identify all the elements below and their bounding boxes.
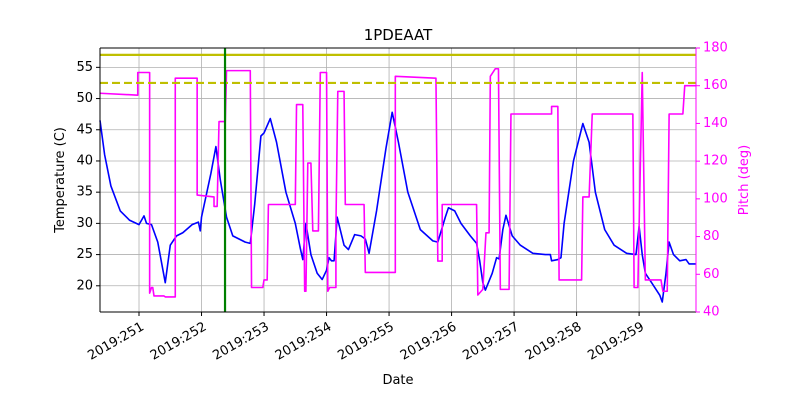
y-tick-label: 40 [76,153,93,168]
y-tick-label: 20 [76,278,93,293]
y-tick-label: 35 [76,185,93,200]
y-tick-label: 55 [76,60,93,75]
y2-tick-label: 120 [703,154,728,169]
y2-axis-label: Pitch (deg) [737,145,752,215]
chart-title: 1PDEAAT [364,26,433,44]
y-tick-label: 45 [76,122,93,137]
y2-tick-label: 40 [703,305,720,320]
y2-tick-label: 100 [703,191,728,206]
y2-tick-label: 80 [703,229,720,244]
y-tick-label: 25 [76,247,93,262]
y2-tick-label: 140 [703,116,728,131]
y-tick-label: 50 [76,91,93,106]
series-line [99,111,696,303]
y2-tick-label: 180 [703,41,728,56]
series-line [99,67,696,298]
y-tick-label: 30 [76,216,93,231]
y-axis-label: Temperature (C) [53,127,68,234]
y2-tick-label: 160 [703,78,728,93]
y2-tick-label: 60 [703,267,720,282]
x-axis-label: Date [382,373,413,388]
